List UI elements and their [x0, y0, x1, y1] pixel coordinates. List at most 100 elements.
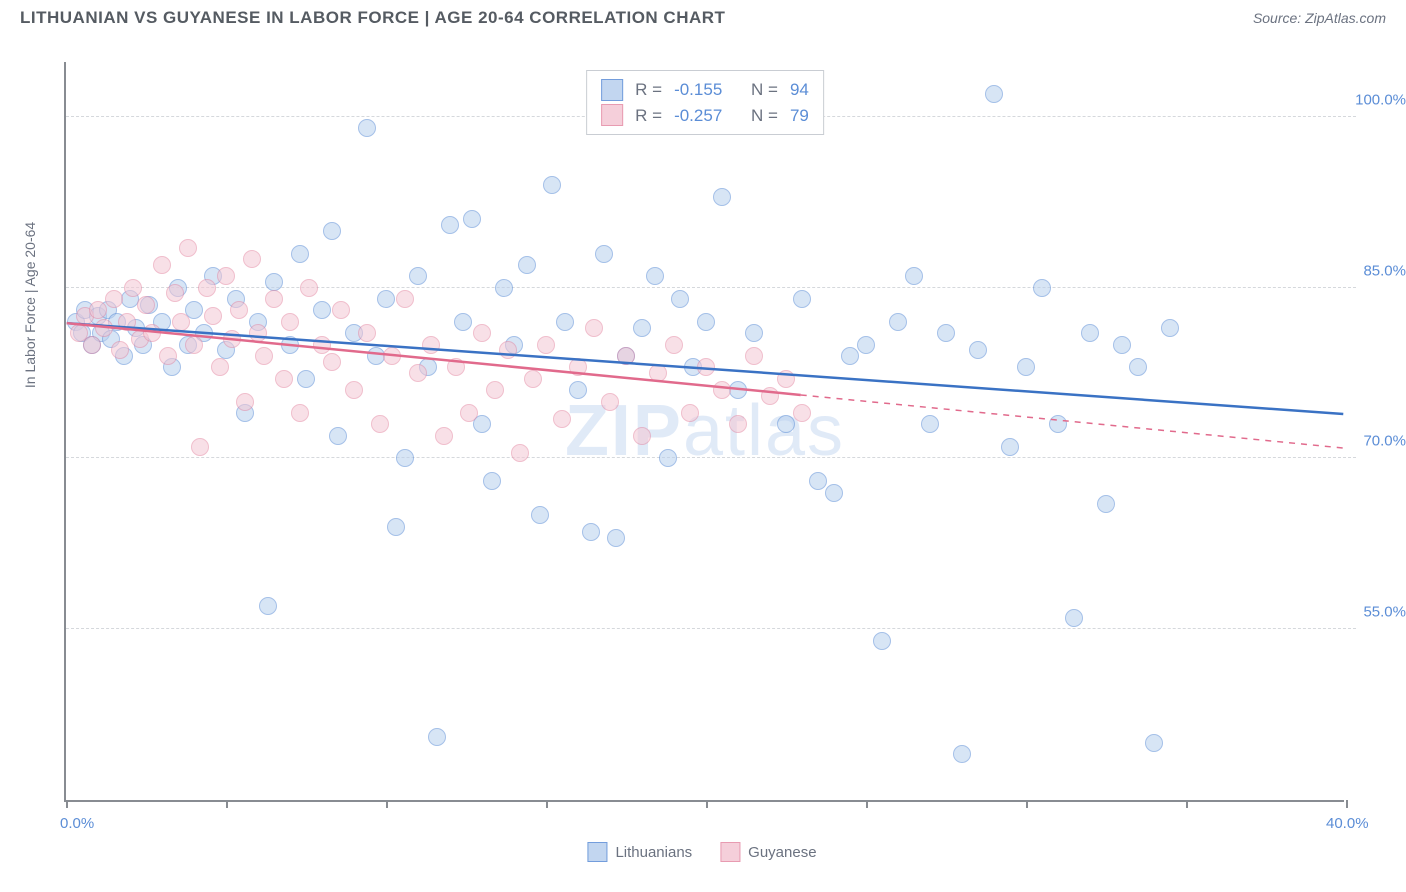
- scatter-point: [191, 438, 209, 456]
- scatter-point: [697, 313, 715, 331]
- scatter-point: [198, 279, 216, 297]
- scatter-point: [777, 370, 795, 388]
- legend-bottom: LithuaniansGuyanese: [587, 842, 816, 862]
- scatter-point: [483, 472, 501, 490]
- scatter-point: [873, 632, 891, 650]
- scatter-point: [345, 381, 363, 399]
- x-tick-label: 0.0%: [60, 815, 94, 832]
- scatter-point: [255, 347, 273, 365]
- x-tick: [546, 800, 548, 808]
- y-tick-label: 70.0%: [1363, 433, 1406, 450]
- scatter-point: [422, 336, 440, 354]
- scatter-point: [441, 216, 459, 234]
- correlation-stat-box: R =-0.155 N =94 R =-0.257 N =79: [586, 70, 824, 135]
- scatter-point: [495, 279, 513, 297]
- scatter-point: [111, 341, 129, 359]
- scatter-point: [857, 336, 875, 354]
- scatter-point: [1049, 415, 1067, 433]
- scatter-point: [745, 324, 763, 342]
- scatter-point: [143, 324, 161, 342]
- scatter-point: [585, 319, 603, 337]
- scatter-point: [185, 336, 203, 354]
- scatter-point: [409, 267, 427, 285]
- x-tick: [706, 800, 708, 808]
- scatter-point: [1113, 336, 1131, 354]
- scatter-point: [323, 353, 341, 371]
- scatter-point: [377, 290, 395, 308]
- scatter-point: [454, 313, 472, 331]
- scatter-point: [428, 728, 446, 746]
- scatter-point: [518, 256, 536, 274]
- scatter-point: [281, 336, 299, 354]
- scatter-point: [969, 341, 987, 359]
- scatter-point: [460, 404, 478, 422]
- scatter-point: [204, 307, 222, 325]
- scatter-point: [607, 529, 625, 547]
- x-tick: [66, 800, 68, 808]
- legend-item: Guyanese: [720, 842, 816, 862]
- scatter-point: [95, 319, 113, 337]
- scatter-point: [729, 415, 747, 433]
- scatter-point: [259, 597, 277, 615]
- scatter-point: [531, 506, 549, 524]
- x-tick: [1346, 800, 1348, 808]
- scatter-point: [83, 336, 101, 354]
- chart-area: In Labor Force | Age 20-64 ZIPatlas R =-…: [42, 48, 1362, 828]
- scatter-point: [524, 370, 542, 388]
- scatter-point: [1033, 279, 1051, 297]
- scatter-point: [249, 324, 267, 342]
- scatter-point: [275, 370, 293, 388]
- scatter-point: [396, 449, 414, 467]
- scatter-point: [601, 393, 619, 411]
- scatter-point: [1129, 358, 1147, 376]
- scatter-point: [358, 324, 376, 342]
- x-tick: [1026, 800, 1028, 808]
- scatter-point: [595, 245, 613, 263]
- scatter-point: [633, 319, 651, 337]
- chart-title: LITHUANIAN VS GUYANESE IN LABOR FORCE | …: [20, 8, 725, 28]
- scatter-point: [953, 745, 971, 763]
- scatter-point: [463, 210, 481, 228]
- scatter-point: [713, 188, 731, 206]
- scatter-point: [1081, 324, 1099, 342]
- scatter-point: [809, 472, 827, 490]
- scatter-point: [777, 415, 795, 433]
- scatter-point: [300, 279, 318, 297]
- scatter-point: [841, 347, 859, 365]
- scatter-point: [825, 484, 843, 502]
- scatter-point: [105, 290, 123, 308]
- scatter-point: [985, 85, 1003, 103]
- scatter-point: [217, 267, 235, 285]
- scatter-point: [511, 444, 529, 462]
- scatter-point: [297, 370, 315, 388]
- scatter-point: [313, 301, 331, 319]
- scatter-point: [761, 387, 779, 405]
- scatter-point: [553, 410, 571, 428]
- x-tick: [1186, 800, 1188, 808]
- scatter-point: [313, 336, 331, 354]
- scatter-point: [332, 301, 350, 319]
- scatter-point: [243, 250, 261, 268]
- scatter-point: [1001, 438, 1019, 456]
- y-tick-label: 100.0%: [1355, 91, 1406, 108]
- scatter-point: [137, 296, 155, 314]
- scatter-point: [383, 347, 401, 365]
- scatter-point: [223, 330, 241, 348]
- scatter-point: [387, 518, 405, 536]
- stat-row: R =-0.155 N =94: [601, 77, 809, 103]
- scatter-point: [358, 119, 376, 137]
- scatter-plot: ZIPatlas R =-0.155 N =94 R =-0.257 N =79…: [64, 62, 1344, 802]
- gridline: [66, 457, 1356, 458]
- scatter-point: [236, 393, 254, 411]
- scatter-point: [371, 415, 389, 433]
- source-label: Source: ZipAtlas.com: [1253, 10, 1386, 26]
- scatter-point: [291, 404, 309, 422]
- scatter-point: [793, 404, 811, 422]
- scatter-point: [617, 347, 635, 365]
- scatter-point: [937, 324, 955, 342]
- scatter-point: [473, 324, 491, 342]
- scatter-point: [159, 347, 177, 365]
- scatter-point: [166, 284, 184, 302]
- scatter-point: [729, 381, 747, 399]
- scatter-point: [697, 358, 715, 376]
